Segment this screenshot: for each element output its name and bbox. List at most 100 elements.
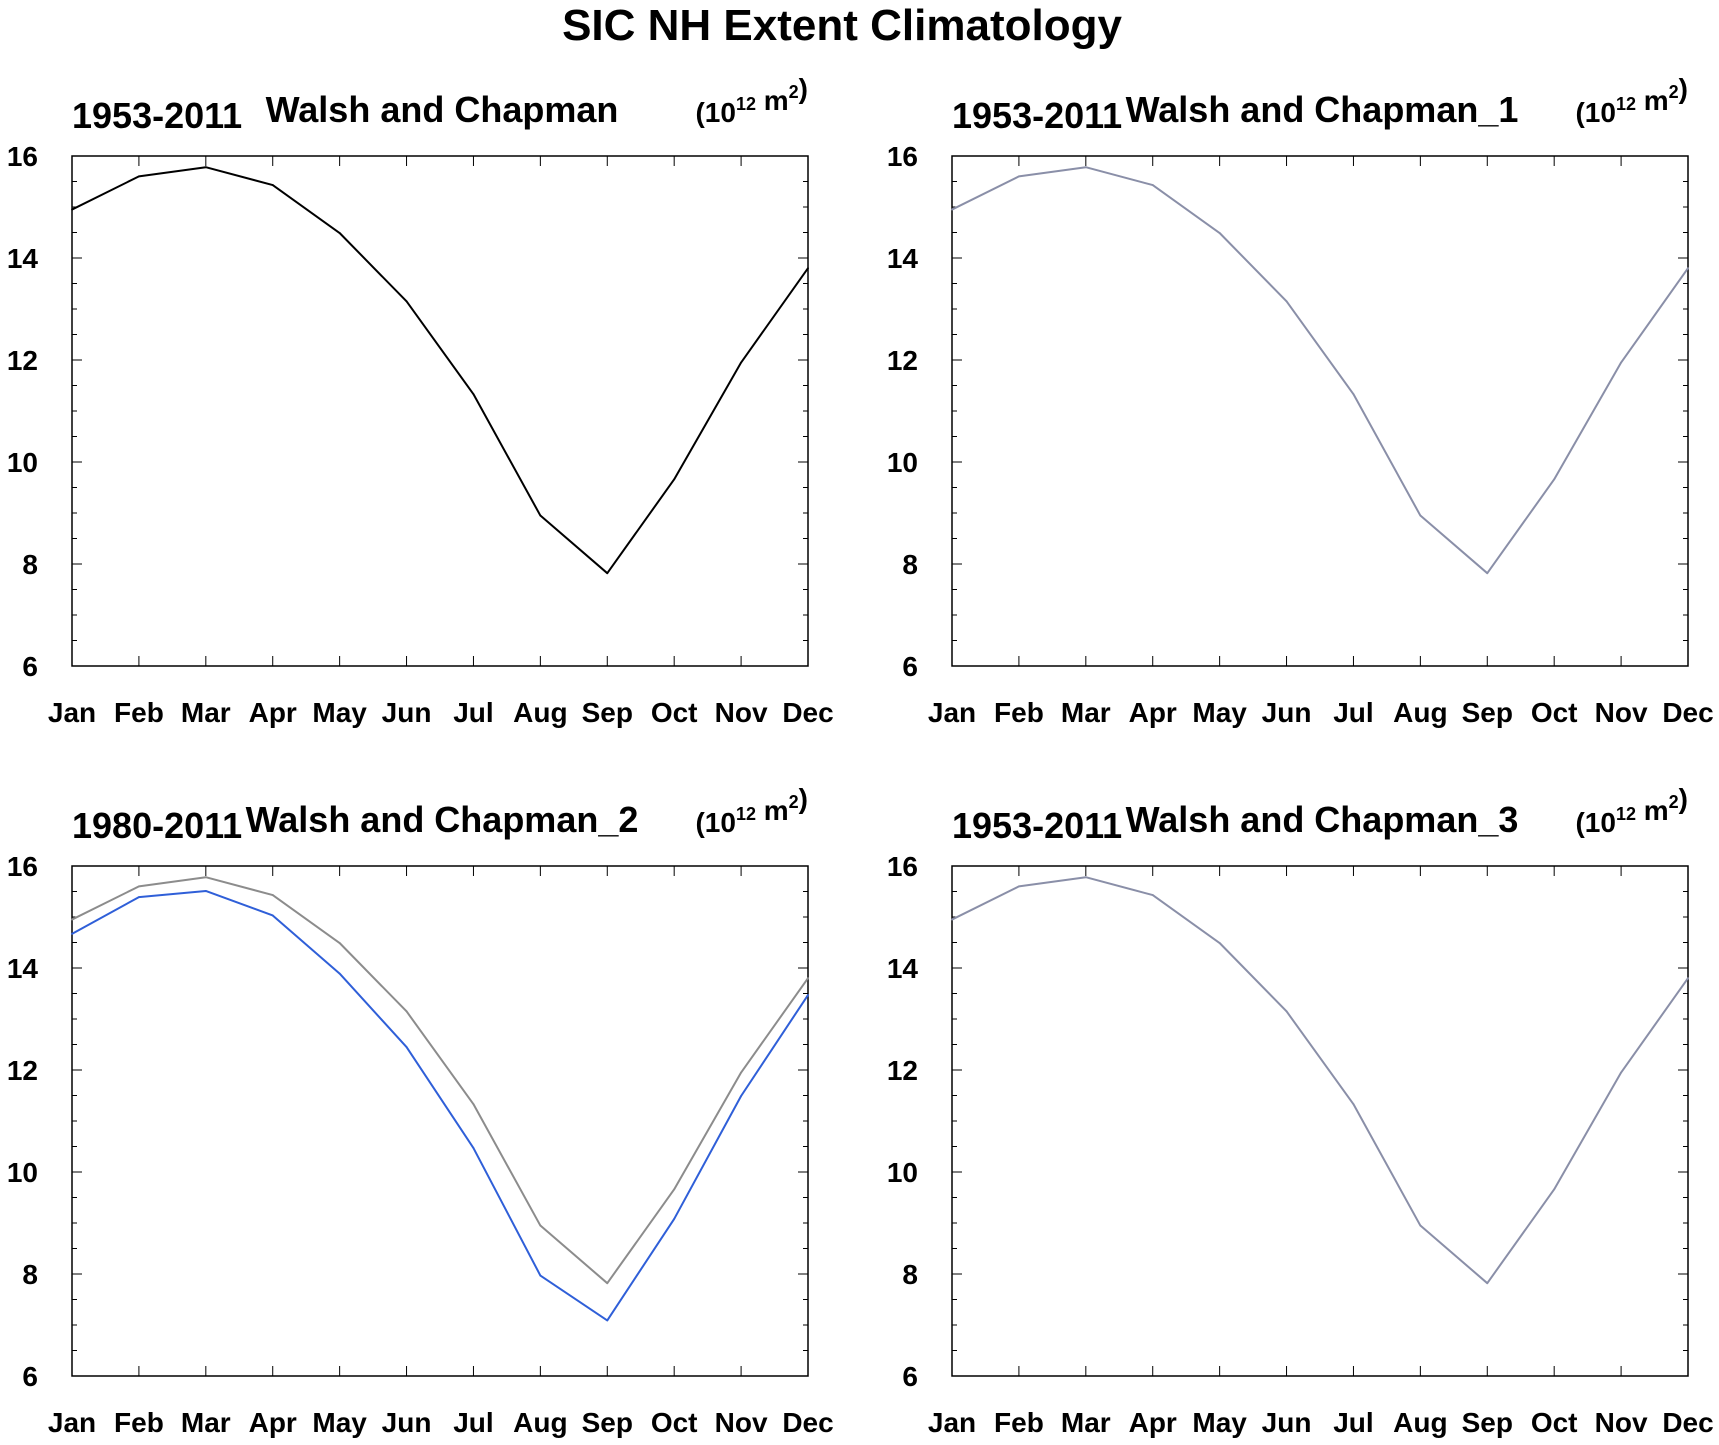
data-point	[1553, 478, 1556, 481]
data-point	[807, 267, 809, 270]
y-tick-label: 16	[7, 851, 38, 882]
x-tick-label: Jun	[1262, 697, 1312, 728]
units-part: m	[1644, 795, 1669, 826]
data-point	[1620, 1071, 1622, 1074]
x-tick-label: Dec	[782, 697, 833, 728]
data-point	[807, 994, 809, 996]
x-tick-label: Nov	[1595, 1407, 1648, 1438]
panel-title: Walsh and Chapman	[266, 89, 619, 130]
x-tick-label: Aug	[513, 697, 567, 728]
units-part: 12	[1616, 94, 1636, 114]
panel-period-label: 1953-2011	[952, 805, 1122, 846]
units-part: 2	[789, 792, 799, 812]
panels: 1953-2011 Walsh and Chapman (1012 m2)68101…	[7, 73, 1714, 1438]
data-point	[539, 1224, 542, 1227]
x-tick-label: Apr	[1129, 1407, 1177, 1438]
panel-4: 1953-2011 Walsh and Chapman_3 (1012 m2)681…	[887, 783, 1714, 1438]
data-point	[673, 1218, 676, 1220]
y-tick-label: 10	[7, 447, 38, 478]
units-part: 2	[1669, 82, 1679, 102]
x-tick-label: Feb	[114, 1407, 164, 1438]
data-point	[204, 890, 207, 892]
data-point	[807, 977, 809, 980]
y-tick-label: 14	[887, 243, 919, 274]
x-tick-label: Jul	[453, 1407, 493, 1438]
units-part: 10	[705, 97, 736, 128]
x-tick-label: Dec	[1662, 1407, 1713, 1438]
data-point	[1218, 232, 1221, 234]
x-tick-label: Jan	[928, 697, 976, 728]
units-part: 2	[1669, 792, 1679, 812]
y-tick-label: 6	[22, 651, 38, 682]
x-tick-label: Mar	[181, 1407, 231, 1438]
x-tick-label: Oct	[1531, 697, 1578, 728]
units-punct: (	[1575, 807, 1585, 838]
panel-period-label: 1953-2011	[952, 95, 1122, 136]
units-part: m	[764, 795, 789, 826]
y-tick-label: 8	[22, 1259, 38, 1290]
data-point	[1285, 300, 1288, 303]
data-point	[1084, 166, 1087, 169]
units-punct: (	[695, 807, 705, 838]
x-tick-label: Jan	[48, 1407, 96, 1438]
y-tick-label: 8	[902, 1259, 918, 1290]
units-punct: )	[1679, 73, 1688, 104]
data-point	[951, 208, 953, 211]
y-tick-label: 16	[7, 141, 38, 172]
data-point	[1687, 977, 1689, 980]
y-tick-label: 8	[902, 549, 918, 580]
units-part: m	[1644, 85, 1669, 116]
panel-3: 1980-2011 Walsh and Chapman_2 (1012 m2)681…	[7, 783, 834, 1438]
panel-title: Walsh and Chapman_2	[246, 799, 639, 840]
units-punct	[1636, 795, 1644, 826]
y-tick-label: 14	[7, 953, 39, 984]
series-line-1	[951, 876, 1689, 1285]
x-tick-label: Sep	[582, 697, 633, 728]
plot-frame	[71, 865, 809, 1377]
x-tick-label: Jan	[48, 697, 96, 728]
x-tick-label: Sep	[1462, 697, 1513, 728]
data-point	[673, 1188, 676, 1191]
y-tick-label: 12	[7, 1055, 38, 1086]
panel-2: 1953-2011 Walsh and Chapman_1 (1012 m2)681…	[887, 73, 1714, 728]
data-point	[1218, 942, 1221, 944]
panel-period-label: 1980-2011	[72, 805, 242, 846]
data-point	[1486, 572, 1489, 575]
data-point	[405, 300, 408, 303]
data-point	[1419, 514, 1422, 517]
x-tick-label: May	[312, 697, 367, 728]
x-tick-label: Nov	[1595, 697, 1648, 728]
x-tick-label: Feb	[114, 697, 164, 728]
units-part: m	[764, 85, 789, 116]
units-punct	[756, 85, 764, 116]
data-point	[472, 393, 475, 396]
data-point	[740, 1071, 742, 1074]
panel-units-label: (1012 m2)	[695, 73, 808, 128]
panel-1: 1953-2011 Walsh and Chapman (1012 m2)68101…	[7, 73, 834, 728]
data-point	[204, 166, 207, 169]
y-tick-label: 14	[7, 243, 39, 274]
units-punct	[756, 795, 764, 826]
data-point	[606, 572, 609, 575]
x-tick-label: Nov	[715, 1407, 768, 1438]
x-tick-label: Jul	[1333, 1407, 1373, 1438]
data-point	[271, 894, 274, 896]
units-punct: (	[695, 97, 705, 128]
data-point	[1084, 876, 1087, 879]
y-tick-label: 6	[902, 1361, 918, 1392]
y-tick-label: 10	[887, 1157, 918, 1188]
panel-units-label: (1012 m2)	[695, 783, 808, 838]
units-part: 12	[736, 804, 756, 824]
data-point	[1486, 1282, 1489, 1285]
units-punct: )	[799, 73, 808, 104]
x-tick-label: Aug	[1393, 697, 1447, 728]
series-line-1	[951, 166, 1689, 575]
data-point	[740, 1095, 742, 1097]
units-punct: )	[1679, 783, 1688, 814]
panel-units-label: (1012 m2)	[1575, 783, 1688, 838]
y-tick-label: 10	[7, 1157, 38, 1188]
x-tick-label: Aug	[1393, 1407, 1447, 1438]
data-point	[138, 896, 140, 899]
units-part: 10	[1585, 97, 1616, 128]
data-point	[405, 1010, 408, 1013]
